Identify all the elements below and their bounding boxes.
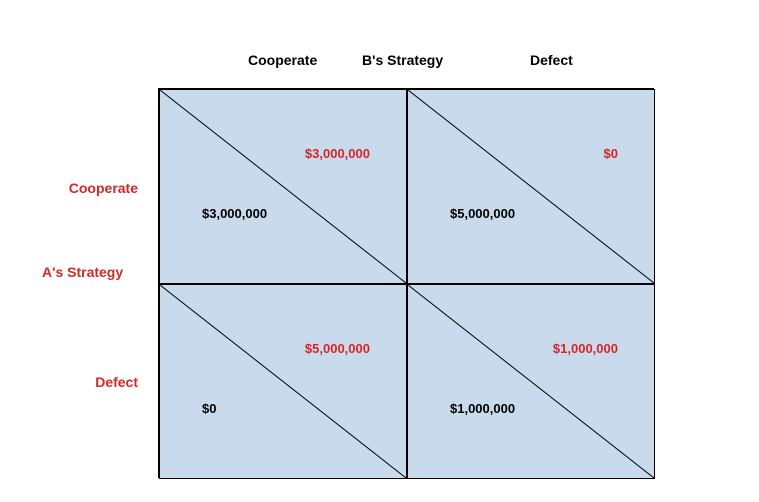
- diagonal-line: [160, 90, 406, 283]
- cell-defect-defect: $1,000,000 $1,000,000: [407, 284, 655, 479]
- cell-cooperate-cooperate: $3,000,000 $3,000,000: [159, 89, 407, 284]
- payoff-a-value: $5,000,000: [450, 206, 515, 221]
- payoff-matrix: $3,000,000 $3,000,000 $0 $5,000,000 $5,0…: [158, 88, 654, 478]
- diagonal-line: [408, 90, 654, 283]
- a-strategy-label: A's Strategy: [42, 264, 123, 280]
- row-header-defect: Defect: [38, 374, 138, 390]
- cell-cooperate-defect: $0 $5,000,000: [407, 89, 655, 284]
- col-header-defect: Defect: [530, 52, 573, 68]
- diagonal-line: [408, 285, 654, 478]
- b-strategy-label: B's Strategy: [362, 52, 443, 68]
- payoff-a-value: $3,000,000: [202, 206, 267, 221]
- payoff-b-value: $5,000,000: [305, 341, 370, 356]
- payoff-a-value: $1,000,000: [450, 401, 515, 416]
- row-header-cooperate: Cooperate: [38, 180, 138, 196]
- payoff-b-value: $1,000,000: [553, 341, 618, 356]
- diagonal-line: [160, 285, 406, 478]
- cell-defect-cooperate: $5,000,000 $0: [159, 284, 407, 479]
- payoff-a-value: $0: [202, 401, 216, 416]
- col-header-cooperate: Cooperate: [248, 52, 317, 68]
- payoff-b-value: $3,000,000: [305, 146, 370, 161]
- column-headers: Cooperate B's Strategy Defect: [158, 52, 654, 72]
- payoff-b-value: $0: [604, 146, 618, 161]
